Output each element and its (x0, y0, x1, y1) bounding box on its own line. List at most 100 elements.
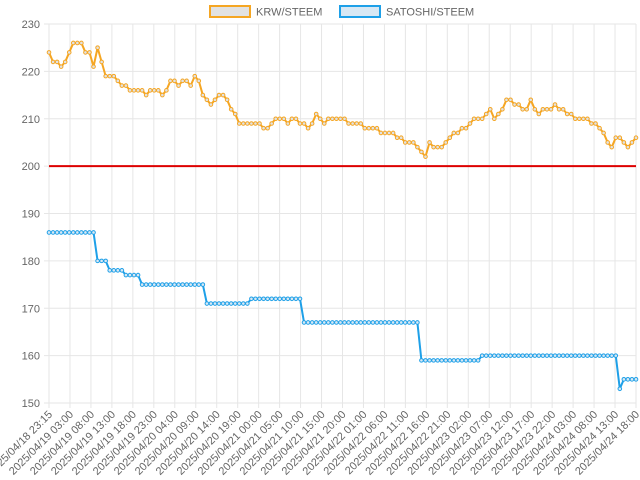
data-point-krw-steem (79, 40, 84, 46)
data-point-krw-steem (123, 83, 129, 88)
data-point-krw-steem (500, 106, 505, 112)
data-point-satoshi-steem (459, 358, 465, 363)
y-tick-label: 220 (22, 66, 40, 78)
data-point-satoshi-steem (245, 301, 250, 306)
data-point-krw-steem (597, 125, 602, 131)
legend[interactable]: KRW/STEEM SATOSHI/STEEM (209, 5, 474, 19)
data-point-krw-steem (370, 125, 376, 131)
data-point-satoshi-steem (151, 282, 157, 287)
data-point-satoshi-steem (139, 282, 145, 287)
data-point-satoshi-steem (241, 301, 246, 306)
data-point-satoshi-steem (354, 320, 359, 325)
data-point-krw-steem (544, 106, 550, 112)
data-point-satoshi-steem (220, 301, 226, 306)
data-point-satoshi-steem (500, 353, 505, 358)
data-point-krw-steem (516, 102, 521, 107)
data-point-krw-steem (411, 140, 416, 145)
data-point-krw-steem (249, 121, 254, 126)
data-point-krw-steem (366, 125, 372, 131)
data-point-satoshi-steem (471, 358, 477, 363)
data-point-satoshi-steem (257, 296, 262, 302)
data-point-krw-steem (435, 144, 440, 150)
data-point-satoshi-steem (326, 320, 331, 325)
data-point-krw-steem (111, 73, 117, 79)
data-point-satoshi-steem (119, 268, 125, 273)
data-point-satoshi-steem (419, 358, 424, 363)
data-point-satoshi-steem (200, 282, 206, 287)
y-tick-label: 190 (22, 209, 40, 221)
data-point-satoshi-steem (597, 353, 602, 358)
data-point-satoshi-steem (532, 353, 538, 358)
legend-label-krw-steem[interactable]: KRW/STEEM (256, 7, 322, 19)
data-point-satoshi-steem (577, 353, 582, 358)
y-tick-label: 180 (22, 256, 40, 268)
data-point-satoshi-steem (216, 301, 222, 306)
data-point-krw-steem (220, 92, 226, 98)
data-point-krw-steem (479, 116, 485, 122)
data-point-krw-steem (156, 88, 161, 93)
data-point-krw-steem (556, 106, 562, 112)
data-point-krw-steem (512, 102, 517, 107)
data-point-krw-steem (459, 125, 465, 131)
data-point-krw-steem (471, 116, 477, 122)
data-point-krw-steem (423, 154, 428, 159)
data-point-satoshi-steem (366, 320, 372, 325)
data-point-satoshi-steem (168, 282, 173, 287)
data-point-krw-steem (83, 50, 88, 55)
data-point-krw-steem (386, 130, 392, 136)
data-point-satoshi-steem (516, 353, 521, 358)
data-point-satoshi-steem (224, 301, 230, 306)
data-point-krw-steem (528, 97, 534, 103)
data-point-satoshi-steem (496, 353, 501, 358)
y-axis: 150 160 170 180 190 200 210 220 230 (22, 19, 40, 410)
data-point-satoshi-steem (79, 230, 84, 235)
data-point-satoshi-steem (285, 296, 291, 302)
data-point-satoshi-steem (492, 353, 497, 358)
y-tick-label: 230 (22, 19, 40, 31)
data-point-satoshi-steem (70, 230, 76, 235)
data-point-satoshi-steem (297, 296, 303, 302)
data-point-satoshi-steem (147, 282, 153, 287)
data-point-krw-steem (87, 50, 92, 55)
data-point-satoshi-steem (87, 230, 92, 235)
data-point-krw-steem (261, 125, 266, 131)
data-point-krw-steem (188, 83, 193, 88)
data-point-satoshi-steem (378, 320, 384, 325)
legend-swatch-satoshi-steem[interactable] (339, 5, 381, 18)
data-point-satoshi-steem (75, 230, 80, 235)
data-point-satoshi-steem (293, 296, 299, 302)
data-point-satoshi-steem (317, 320, 323, 325)
data-point-satoshi-steem (309, 320, 315, 325)
data-point-satoshi-steem (249, 296, 254, 302)
data-point-krw-steem (427, 140, 432, 145)
data-point-satoshi-steem (504, 353, 509, 358)
data-point-satoshi-steem (512, 353, 517, 358)
data-point-satoshi-steem (301, 320, 307, 325)
data-point-krw-steem (160, 92, 165, 98)
data-point-krw-steem (406, 140, 412, 145)
legend-label-satoshi-steem[interactable]: SATOSHI/STEEM (386, 7, 474, 19)
data-point-krw-steem (196, 78, 202, 84)
data-point-satoshi-steem (633, 377, 639, 382)
data-point-satoshi-steem (192, 282, 198, 287)
data-point-krw-steem (321, 121, 327, 126)
y-tick-label: 150 (22, 398, 40, 410)
data-point-krw-steem (334, 116, 339, 122)
data-point-krw-steem (629, 140, 635, 145)
data-point-satoshi-steem (362, 320, 368, 325)
data-point-krw-steem (297, 121, 303, 126)
data-point-krw-steem (62, 59, 68, 65)
data-point-satoshi-steem (463, 358, 469, 363)
data-point-satoshi-steem (447, 358, 453, 363)
data-point-satoshi-steem (261, 296, 266, 302)
data-point-krw-steem (467, 121, 473, 126)
data-point-krw-steem (492, 116, 497, 122)
data-point-krw-steem (402, 140, 408, 145)
data-point-satoshi-steem (342, 320, 347, 325)
data-point-krw-steem (224, 97, 230, 103)
data-point-krw-steem (91, 64, 96, 69)
legend-swatch-krw-steem[interactable] (209, 5, 251, 18)
data-point-satoshi-steem (281, 296, 287, 302)
data-point-satoshi-steem (111, 268, 117, 273)
data-point-krw-steem (532, 106, 538, 112)
